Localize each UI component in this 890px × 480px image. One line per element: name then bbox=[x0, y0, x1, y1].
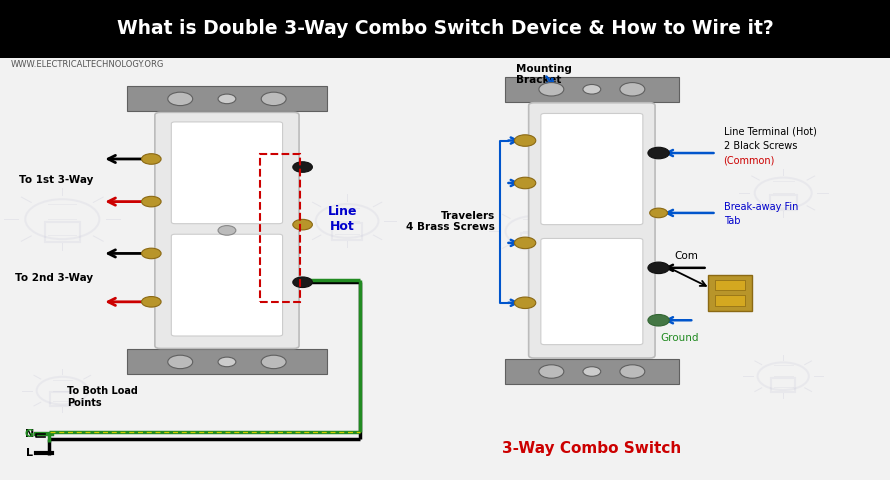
Circle shape bbox=[514, 135, 536, 146]
Text: Travelers
4 Brass Screws: Travelers 4 Brass Screws bbox=[406, 211, 495, 232]
Bar bbox=[521, 233, 547, 249]
Circle shape bbox=[142, 248, 161, 259]
Circle shape bbox=[648, 314, 669, 326]
Circle shape bbox=[514, 297, 536, 309]
FancyBboxPatch shape bbox=[172, 122, 283, 224]
Bar bbox=[506, 77, 679, 102]
Text: 3-Way Combo Switch: 3-Way Combo Switch bbox=[502, 441, 682, 456]
Text: WWW.ELECTRICALTECHNOLOGY.ORG: WWW.ELECTRICALTECHNOLOGY.ORG bbox=[11, 60, 164, 69]
Bar bbox=[261, 155, 301, 302]
Text: (Common): (Common) bbox=[724, 155, 775, 165]
FancyBboxPatch shape bbox=[541, 113, 643, 225]
Text: Line Terminal (Hot): Line Terminal (Hot) bbox=[724, 127, 816, 137]
FancyBboxPatch shape bbox=[155, 112, 299, 348]
Bar bbox=[715, 295, 745, 306]
Circle shape bbox=[262, 355, 287, 369]
Circle shape bbox=[293, 162, 312, 172]
Circle shape bbox=[218, 357, 236, 367]
FancyBboxPatch shape bbox=[541, 239, 643, 345]
Circle shape bbox=[514, 177, 536, 189]
Circle shape bbox=[650, 208, 668, 218]
Text: Com: Com bbox=[675, 251, 699, 261]
Circle shape bbox=[168, 355, 193, 369]
Bar bbox=[127, 86, 328, 111]
Circle shape bbox=[142, 297, 161, 307]
Bar bbox=[770, 195, 797, 210]
Circle shape bbox=[142, 196, 161, 207]
Bar bbox=[44, 222, 80, 241]
Text: What is Double 3-Way Combo Switch Device & How to Wire it?: What is Double 3-Way Combo Switch Device… bbox=[117, 19, 773, 38]
Circle shape bbox=[648, 262, 669, 274]
Circle shape bbox=[218, 226, 236, 235]
Text: Line
Hot: Line Hot bbox=[328, 205, 358, 233]
Text: To Both Load
Points: To Both Load Points bbox=[67, 386, 138, 408]
Text: 2 Black Screws: 2 Black Screws bbox=[724, 141, 797, 151]
Text: Ground: Ground bbox=[660, 334, 699, 344]
Circle shape bbox=[619, 83, 645, 96]
Circle shape bbox=[293, 219, 312, 230]
Text: G: G bbox=[25, 429, 34, 439]
FancyBboxPatch shape bbox=[529, 103, 655, 358]
Circle shape bbox=[168, 92, 193, 106]
Bar bbox=[333, 223, 361, 240]
Bar bbox=[708, 275, 752, 311]
Text: N: N bbox=[25, 430, 34, 439]
Circle shape bbox=[539, 83, 564, 96]
Text: L: L bbox=[26, 448, 33, 457]
FancyBboxPatch shape bbox=[172, 234, 283, 336]
FancyBboxPatch shape bbox=[0, 0, 890, 58]
Circle shape bbox=[262, 92, 287, 106]
Circle shape bbox=[648, 147, 669, 159]
Circle shape bbox=[583, 367, 601, 376]
Text: Mounting
Bracket: Mounting Bracket bbox=[516, 64, 572, 85]
Text: Break-away Fin: Break-away Fin bbox=[724, 202, 798, 212]
Circle shape bbox=[514, 237, 536, 249]
Bar bbox=[51, 392, 75, 406]
Bar bbox=[506, 359, 679, 384]
Bar bbox=[772, 378, 796, 392]
Text: To 2nd 3-Way: To 2nd 3-Way bbox=[15, 273, 93, 283]
Circle shape bbox=[619, 365, 645, 378]
Circle shape bbox=[539, 365, 564, 378]
Bar bbox=[127, 349, 328, 374]
Bar bbox=[715, 280, 745, 290]
Circle shape bbox=[142, 154, 161, 164]
Circle shape bbox=[583, 84, 601, 94]
Text: To 1st 3-Way: To 1st 3-Way bbox=[19, 175, 93, 185]
Circle shape bbox=[293, 277, 312, 288]
Text: Tab: Tab bbox=[724, 216, 740, 226]
Circle shape bbox=[218, 94, 236, 104]
